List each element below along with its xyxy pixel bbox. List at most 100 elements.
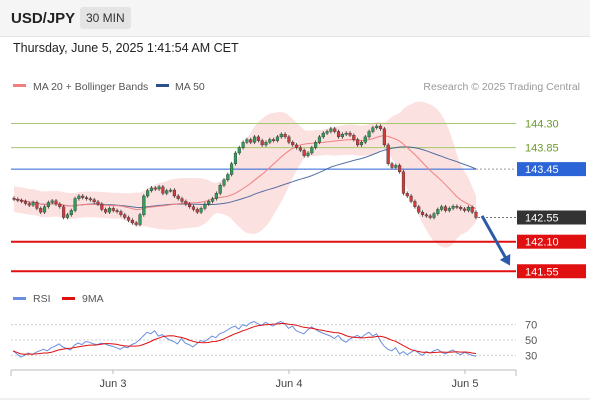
candle-body bbox=[329, 128, 333, 132]
candle-body bbox=[168, 189, 173, 192]
candle-body bbox=[432, 213, 436, 218]
candle-body bbox=[195, 209, 199, 213]
candle-body bbox=[165, 190, 169, 194]
candle-body bbox=[27, 203, 31, 206]
candle-body bbox=[245, 139, 249, 143]
candle-body bbox=[279, 133, 283, 138]
candle-body bbox=[428, 215, 432, 218]
candle-body bbox=[336, 131, 341, 138]
candle-body bbox=[447, 208, 451, 211]
candle-body bbox=[58, 203, 62, 207]
chart-datetime: Thursday, June 5, 2025 1:41:54 AM CET bbox=[13, 41, 239, 55]
candle-body bbox=[287, 136, 291, 143]
candle-body bbox=[356, 139, 360, 146]
rsi-9ma-line bbox=[12, 323, 477, 355]
candle-body bbox=[188, 203, 192, 207]
candle-body bbox=[283, 133, 287, 138]
candle-body bbox=[382, 128, 386, 146]
candle-body bbox=[470, 207, 474, 213]
candle-body bbox=[207, 201, 211, 205]
pivot-label: 143.45 bbox=[525, 164, 559, 176]
candle-body bbox=[420, 211, 425, 216]
candle-body bbox=[126, 217, 131, 221]
candle-body bbox=[466, 207, 470, 211]
candle-body bbox=[233, 152, 238, 164]
legend-swatch-9ma bbox=[62, 297, 75, 300]
candle-body bbox=[390, 163, 394, 168]
candle-body bbox=[153, 187, 157, 190]
candle-body bbox=[46, 202, 50, 207]
candle-body bbox=[20, 200, 24, 202]
candle-body bbox=[401, 171, 406, 194]
rsi-tick-label: 70 bbox=[525, 320, 537, 332]
candle-body bbox=[317, 136, 322, 143]
candle-body bbox=[157, 186, 161, 190]
candle-body bbox=[65, 214, 70, 218]
candle-body bbox=[249, 139, 253, 143]
candle-body bbox=[268, 139, 272, 143]
candle-body bbox=[115, 210, 119, 212]
candle-body bbox=[134, 222, 138, 225]
legend-swatch-ma50 bbox=[156, 84, 169, 87]
legend-ma20-label: MA 20 + Bollinger Bands bbox=[33, 81, 148, 93]
candle-body bbox=[92, 199, 96, 203]
candle-body bbox=[184, 201, 188, 205]
rsi-line bbox=[12, 320, 477, 358]
x-tick-label: Jun 4 bbox=[276, 378, 303, 390]
candlesticks bbox=[12, 124, 478, 227]
candle-body bbox=[84, 197, 89, 200]
candle-body bbox=[413, 201, 417, 207]
pivot-label-box bbox=[517, 162, 586, 177]
candle-body bbox=[398, 165, 402, 173]
moving-averages bbox=[13, 135, 477, 211]
candle-body bbox=[39, 208, 43, 213]
price-levels: 144.30 143.85 143.45 142.10 141.55 bbox=[11, 118, 586, 279]
candle-body bbox=[260, 140, 264, 146]
candle-body bbox=[474, 211, 478, 218]
candle-body bbox=[375, 125, 379, 128]
candle-body bbox=[367, 131, 371, 138]
candle-body bbox=[119, 211, 123, 216]
source-label: Research © 2025 Trading Central bbox=[423, 81, 580, 93]
candle-body bbox=[54, 200, 58, 205]
candle-body bbox=[222, 179, 226, 186]
candle-body bbox=[142, 195, 146, 216]
candle-body bbox=[96, 201, 100, 205]
rsi-tick-label: 50 bbox=[525, 335, 537, 347]
candle-body bbox=[443, 206, 448, 211]
candle-body bbox=[123, 214, 127, 218]
candle-body bbox=[352, 135, 356, 140]
forecast-arrow-shaft bbox=[480, 215, 510, 263]
candle-body bbox=[306, 152, 310, 156]
candle-body bbox=[226, 174, 230, 181]
candle-body bbox=[214, 193, 218, 199]
candle-body bbox=[294, 144, 299, 148]
candle-body bbox=[417, 206, 421, 213]
legend-swatch-rsi bbox=[13, 297, 26, 300]
header-bar: USD/JPY 30 MIN bbox=[0, 0, 590, 37]
candle-body bbox=[81, 195, 85, 198]
candle-body bbox=[272, 139, 276, 141]
candle-body bbox=[321, 132, 325, 138]
candle-body bbox=[462, 208, 467, 211]
candle-body bbox=[359, 142, 364, 146]
candle-body bbox=[77, 195, 81, 199]
candle-body bbox=[50, 200, 54, 203]
candle-body bbox=[325, 131, 329, 134]
candle-body bbox=[88, 198, 92, 201]
timeframe-button[interactable]: 30 MIN bbox=[80, 7, 131, 29]
candle-body bbox=[451, 206, 455, 209]
candle-body bbox=[440, 206, 444, 210]
candle-body bbox=[340, 133, 344, 138]
candle-body bbox=[386, 144, 390, 164]
candle-body bbox=[241, 142, 245, 148]
legend-ma50-label: MA 50 bbox=[175, 81, 205, 93]
last-price-box bbox=[517, 210, 586, 225]
candle-body bbox=[424, 214, 428, 217]
candle-body bbox=[161, 186, 165, 194]
legend-9ma-label: 9MA bbox=[82, 293, 104, 305]
currency-pair: USD/JPY bbox=[11, 10, 76, 27]
candle-body bbox=[16, 199, 20, 201]
candle-body bbox=[138, 214, 142, 225]
